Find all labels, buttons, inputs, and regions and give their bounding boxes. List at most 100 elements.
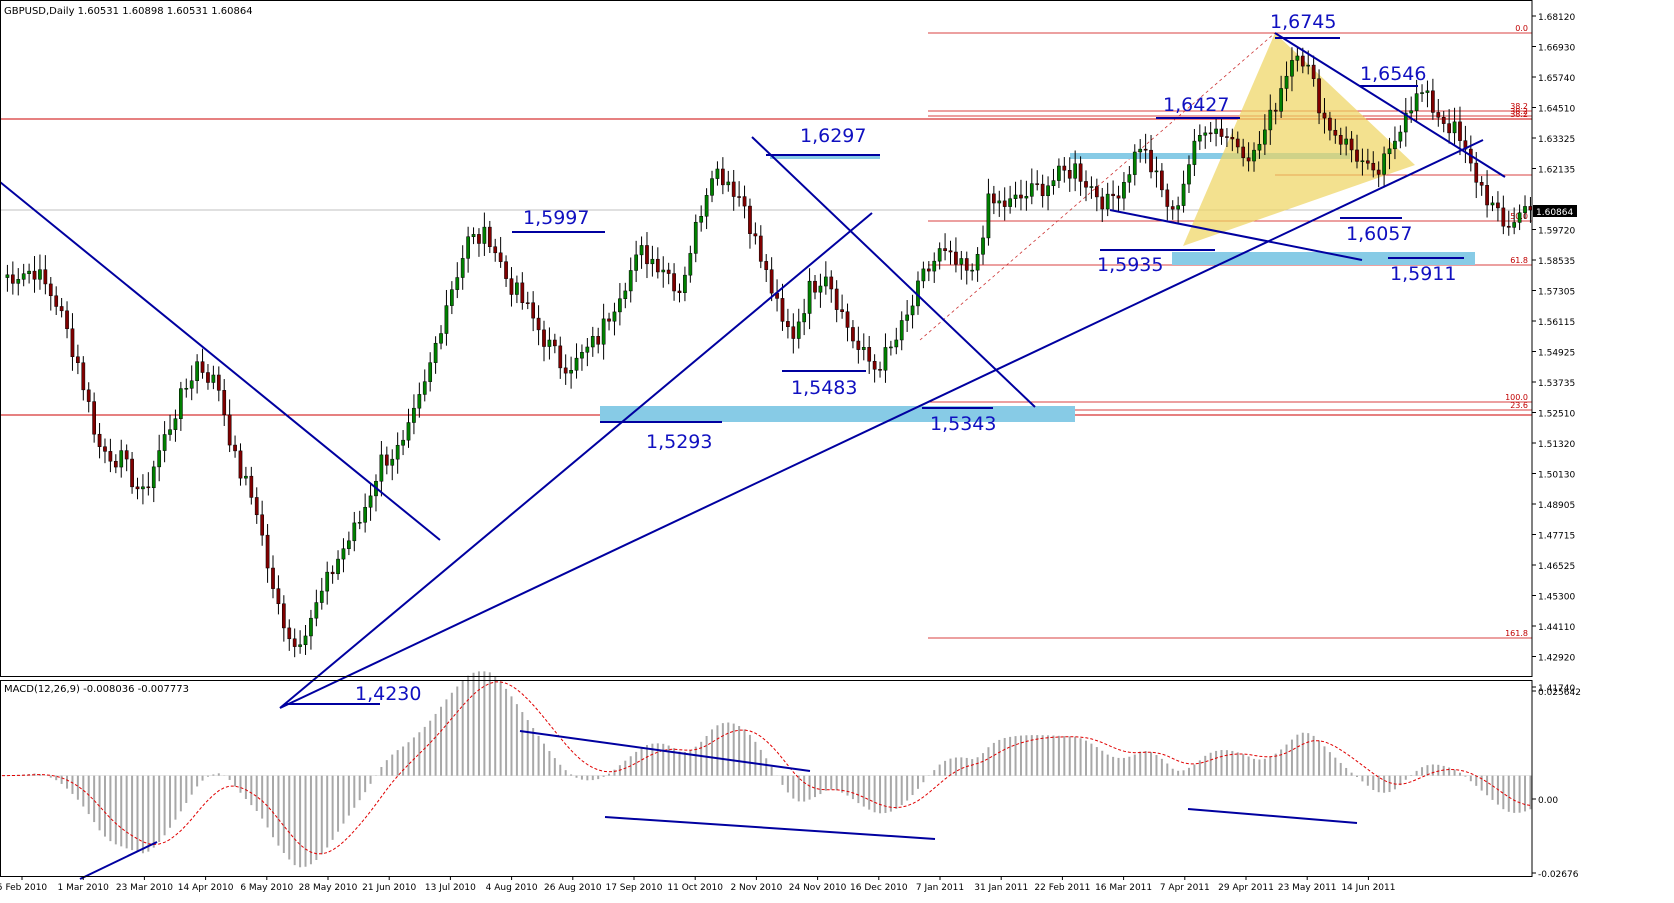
- price-level-label: 1,5935: [1097, 254, 1163, 276]
- date-label: 13 Jul 2010: [425, 883, 476, 893]
- candle-body: [1040, 183, 1045, 197]
- macd-header: MACD(12,26,9) -0.008036 -0.007773: [4, 684, 189, 695]
- candle-body: [157, 450, 162, 468]
- candle-body: [601, 318, 606, 345]
- date-label: 17 Sep 2010: [605, 883, 662, 893]
- candle-body: [1257, 143, 1262, 151]
- candle-body: [585, 346, 590, 353]
- candle-body: [314, 602, 319, 619]
- price-level-label: 1,6297: [800, 125, 866, 147]
- candle-body: [1100, 196, 1105, 210]
- candle-body: [32, 270, 37, 280]
- candle-body: [997, 200, 1002, 204]
- candle-body: [211, 374, 216, 383]
- candle-body: [1246, 157, 1251, 162]
- candle-body: [455, 277, 460, 290]
- candle-body: [1420, 92, 1424, 94]
- candle-body: [726, 181, 731, 186]
- candle-body: [1019, 194, 1023, 199]
- candle-body: [450, 289, 454, 306]
- candle-body: [1165, 189, 1170, 207]
- candle-body: [92, 401, 96, 435]
- candle-body: [227, 414, 232, 446]
- price-tick-label: 1.65740: [1538, 74, 1575, 84]
- fib-level-label: 38.2: [1510, 110, 1528, 119]
- candle-body: [981, 237, 985, 255]
- candle-body: [189, 380, 194, 389]
- candle-body: [292, 638, 297, 647]
- candle-body: [1181, 183, 1186, 206]
- date-label: 2 Nov 2010: [730, 883, 782, 893]
- candle-body: [265, 534, 270, 569]
- candle-body: [525, 302, 530, 304]
- candle-body: [498, 252, 503, 262]
- candle-body: [975, 254, 980, 271]
- candle-body: [1371, 162, 1376, 171]
- date-label: 16 Mar 2011: [1095, 883, 1152, 893]
- candle-body: [59, 306, 64, 312]
- candle-body: [1203, 132, 1208, 136]
- candle-body: [758, 235, 763, 262]
- candle-body: [130, 458, 134, 488]
- candle-body: [547, 339, 552, 347]
- candle-body: [249, 475, 254, 498]
- macd-panel-frame: [0, 680, 1533, 877]
- macd-tick-label: 0.00: [1538, 796, 1558, 806]
- candle-body: [86, 389, 91, 402]
- candle-body: [1474, 162, 1479, 183]
- candle-body: [542, 329, 546, 347]
- candle-body: [179, 388, 183, 419]
- candle-body: [520, 282, 525, 303]
- candle-body: [552, 339, 557, 347]
- candle-body: [363, 507, 367, 523]
- price-tick-label: 1.63325: [1538, 135, 1575, 145]
- candle-body: [1116, 195, 1121, 199]
- candle-body: [1252, 149, 1256, 162]
- candle-body: [948, 250, 953, 253]
- candle-body: [368, 495, 373, 508]
- candle-body: [417, 394, 422, 409]
- candle-body: [1458, 121, 1462, 141]
- candle-body: [829, 276, 834, 290]
- candle-body: [786, 321, 790, 327]
- candle-body: [357, 522, 362, 524]
- trend-line: [279, 139, 1484, 709]
- candle-body: [655, 258, 660, 273]
- candle-body: [1490, 202, 1495, 206]
- candle-body: [76, 356, 80, 363]
- candle-body: [1452, 121, 1457, 134]
- candle-body: [1273, 109, 1278, 112]
- candle-body: [195, 361, 199, 382]
- candle-body: [276, 588, 281, 605]
- candle-body: [867, 347, 872, 362]
- trend-line: [0, 181, 441, 541]
- candle-body: [1376, 169, 1381, 175]
- candle-body: [883, 347, 888, 371]
- candle-body: [1517, 212, 1522, 223]
- candle-body: [309, 617, 313, 637]
- price-level-label: 1,6427: [1163, 94, 1229, 116]
- date-label: 16 Dec 2010: [850, 883, 908, 893]
- date-label: 1 Mar 2010: [58, 883, 110, 893]
- price-tick-label: 1.64510: [1538, 105, 1575, 115]
- candle-body: [899, 320, 904, 341]
- candle-body: [1344, 138, 1349, 145]
- candle-body: [260, 514, 265, 536]
- candle-body: [986, 193, 991, 239]
- candle-body: [515, 282, 519, 295]
- fib-level-label: 38.2: [1510, 107, 1528, 116]
- candle-body: [1057, 165, 1061, 181]
- candle-body: [569, 370, 573, 374]
- candle-body: [623, 290, 628, 299]
- candle-body: [1208, 132, 1213, 135]
- trend-line: [751, 136, 1036, 408]
- candle-body: [693, 221, 698, 254]
- candle-body: [612, 311, 617, 322]
- macd-tick-label: 0.025642: [1538, 688, 1581, 698]
- price-tick-label: 1.48905: [1538, 501, 1575, 511]
- candle-body: [1122, 182, 1126, 199]
- price-tick-label: 1.46525: [1538, 562, 1575, 572]
- candle-body: [222, 390, 227, 416]
- candle-body: [856, 340, 861, 350]
- price-level-label: 1,5293: [646, 431, 712, 453]
